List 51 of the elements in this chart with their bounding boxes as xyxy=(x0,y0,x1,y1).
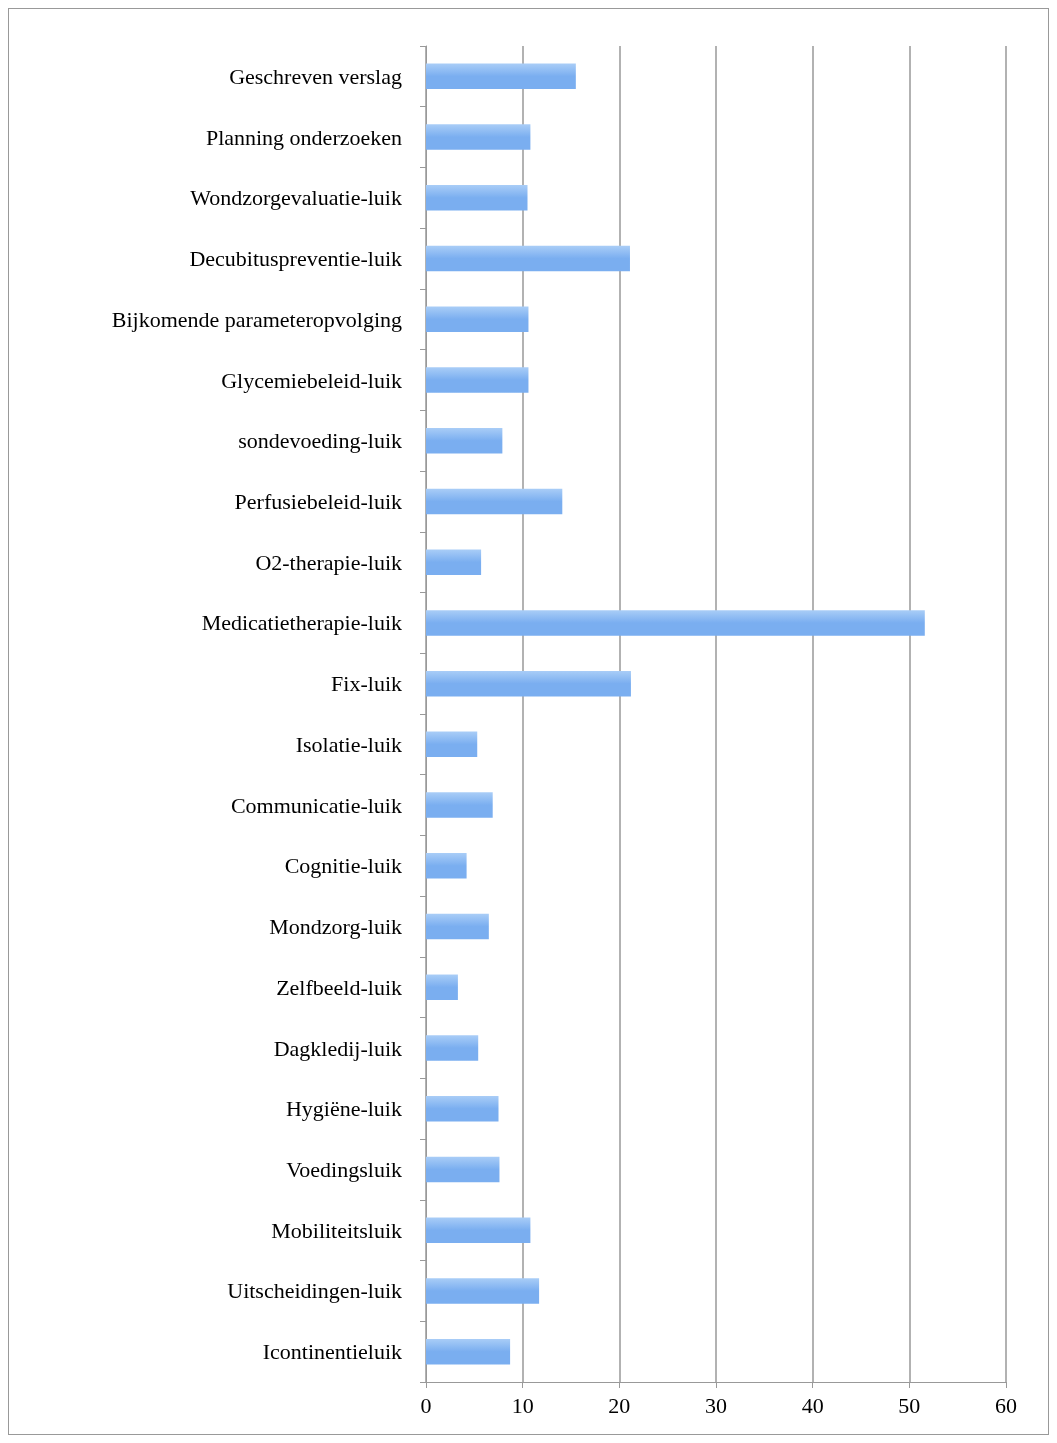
y-tick-label: Mondzorg-luik xyxy=(269,914,402,940)
y-tick-label: Zelfbeeld-luik xyxy=(276,974,402,1000)
bar xyxy=(426,245,630,272)
y-tick-label: Isolatie-luik xyxy=(295,731,402,757)
y-tick-label: sondevoeding-luik xyxy=(238,428,402,454)
bar xyxy=(426,913,489,940)
y-tick-label: Decubituspreventie-luik xyxy=(189,246,402,272)
y-tick-label: Mobiliteitsluik xyxy=(271,1217,402,1243)
y-tick-label: Perfusiebeleid-luik xyxy=(234,488,402,514)
y-tick-label: Fix-luik xyxy=(331,671,402,697)
bar xyxy=(426,610,925,636)
y-tick-label: Glycemiebeleid-luik xyxy=(221,367,402,393)
x-tick-label: 30 xyxy=(705,1392,727,1418)
y-tick-label: Icontinentieluik xyxy=(262,1339,402,1365)
bar xyxy=(426,306,529,333)
y-tick-label: Uitscheidingen-luik xyxy=(227,1278,402,1304)
y-tick-label: Wondzorgevaluatie-luik xyxy=(190,185,402,211)
x-tick-label: 60 xyxy=(995,1392,1017,1418)
y-tick-label: Bijkomende parameteropvolging xyxy=(111,306,402,332)
bar xyxy=(426,1035,479,1061)
bar xyxy=(426,1095,499,1122)
bar xyxy=(426,1156,500,1183)
bar xyxy=(426,974,458,1001)
bar xyxy=(426,427,503,454)
y-tick-label: O2-therapie-luik xyxy=(255,549,402,575)
x-tick-label: 50 xyxy=(898,1392,921,1418)
y-tick-label: Dagkledij-luik xyxy=(273,1035,402,1061)
bar xyxy=(426,367,529,393)
bar xyxy=(426,488,563,515)
y-tick-label: Communicatie-luik xyxy=(230,792,402,818)
y-tick-label: Cognitie-luik xyxy=(284,853,402,879)
bar xyxy=(426,731,478,758)
bar xyxy=(426,63,576,90)
x-tick-label: 10 xyxy=(511,1392,534,1418)
y-tick-label: Geschreven verslag xyxy=(229,63,402,89)
bar xyxy=(426,124,531,150)
bar xyxy=(426,853,467,879)
bar xyxy=(426,1338,511,1365)
y-tick-label: Hygiëne-luik xyxy=(285,1096,402,1122)
bar xyxy=(426,1217,531,1243)
x-tick-label: 40 xyxy=(801,1392,824,1418)
bar xyxy=(426,549,482,575)
y-tick-label: Planning onderzoeken xyxy=(205,124,402,150)
x-tick-label: 0 xyxy=(420,1392,432,1418)
y-tick-label: Voedingsluik xyxy=(286,1156,402,1182)
bar xyxy=(426,1278,540,1304)
x-tick-label: 20 xyxy=(608,1392,631,1418)
bar xyxy=(426,792,493,818)
y-tick-label: Medicatietherapie-luik xyxy=(201,610,402,636)
bar xyxy=(426,670,631,697)
bar xyxy=(426,185,528,211)
